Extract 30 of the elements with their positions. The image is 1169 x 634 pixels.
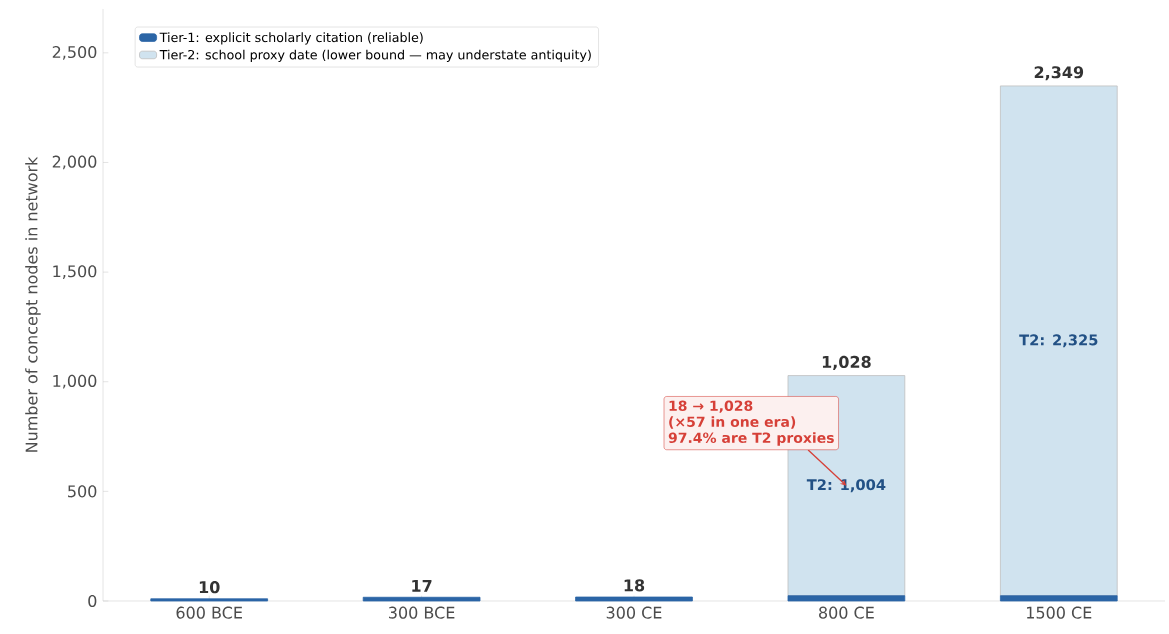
total-label: 10: [199, 581, 220, 594]
total-label: 2,349: [1034, 66, 1084, 81]
x-tick-label: 300 CE: [606, 606, 662, 619]
total-label: 1,028: [822, 355, 871, 370]
x-tick-label: 1500 CE: [1027, 606, 1092, 619]
x-tick-label: 300 BCE: [389, 606, 455, 619]
bar: [362, 596, 481, 602]
legend-label: Tier-1: explicit scholarly citation (reliable): [159, 32, 423, 45]
x-tick-label: 600 BCE: [176, 606, 242, 619]
y-tick-label: 500: [68, 485, 97, 498]
total-label: 17: [412, 579, 432, 592]
y-tick-label: 2,000: [52, 155, 97, 170]
bar: [787, 595, 906, 602]
bar: [575, 596, 693, 602]
y-tick-label: 1,500: [53, 265, 97, 279]
data-label: T2: 2,325: [1019, 334, 1098, 348]
annotation: 18 → 1,028: [669, 400, 753, 413]
y-tick-label: 0: [88, 594, 97, 608]
data-label: T2: 1,004: [806, 479, 886, 493]
annotation: (×57 in one era): [669, 416, 796, 429]
legend-label: Tier-2: school proxy date (lower bound — may understate antiquity): [159, 49, 591, 62]
x-tick-label: 800 CE: [819, 606, 874, 619]
annotation: 97.4% are T2 proxies: [668, 432, 834, 446]
bar: [150, 598, 269, 602]
y-tick-label: 1,000: [53, 374, 97, 389]
bar: [999, 85, 1118, 597]
y-axis-title: Number of concept nodes in network: [25, 156, 41, 452]
total-label: 18: [624, 579, 645, 592]
y-tick-label: 2,500: [52, 45, 97, 60]
bar: [999, 595, 1118, 602]
